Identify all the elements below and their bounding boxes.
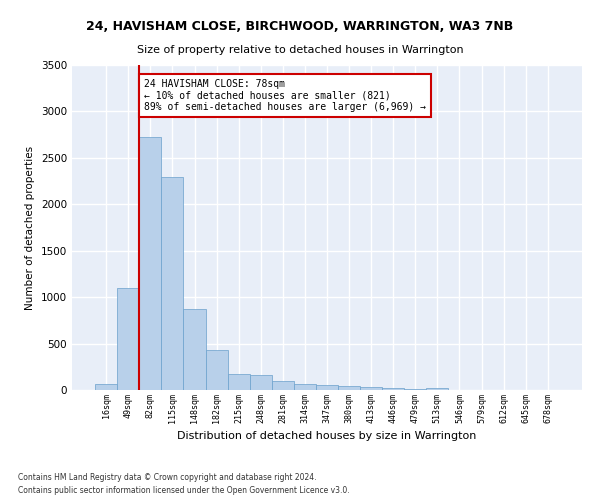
Text: Size of property relative to detached houses in Warrington: Size of property relative to detached ho… — [137, 45, 463, 55]
Y-axis label: Number of detached properties: Number of detached properties — [25, 146, 35, 310]
Bar — [294, 384, 316, 390]
Bar — [117, 288, 139, 390]
Bar — [161, 178, 184, 390]
Bar — [338, 386, 360, 390]
Bar — [250, 374, 272, 390]
Text: 24, HAVISHAM CLOSE, BIRCHWOOD, WARRINGTON, WA3 7NB: 24, HAVISHAM CLOSE, BIRCHWOOD, WARRINGTO… — [86, 20, 514, 33]
Bar — [95, 384, 117, 390]
Bar — [206, 350, 227, 390]
Text: Contains public sector information licensed under the Open Government Licence v3: Contains public sector information licen… — [18, 486, 350, 495]
Bar — [316, 385, 338, 390]
Bar — [139, 136, 161, 390]
X-axis label: Distribution of detached houses by size in Warrington: Distribution of detached houses by size … — [178, 431, 476, 441]
Bar — [404, 389, 427, 390]
Bar — [272, 380, 294, 390]
Text: 24 HAVISHAM CLOSE: 78sqm
← 10% of detached houses are smaller (821)
89% of semi-: 24 HAVISHAM CLOSE: 78sqm ← 10% of detach… — [144, 79, 426, 112]
Bar — [227, 374, 250, 390]
Bar — [360, 387, 382, 390]
Text: Contains HM Land Registry data © Crown copyright and database right 2024.: Contains HM Land Registry data © Crown c… — [18, 474, 317, 482]
Bar — [382, 388, 404, 390]
Bar — [427, 388, 448, 390]
Bar — [184, 308, 206, 390]
